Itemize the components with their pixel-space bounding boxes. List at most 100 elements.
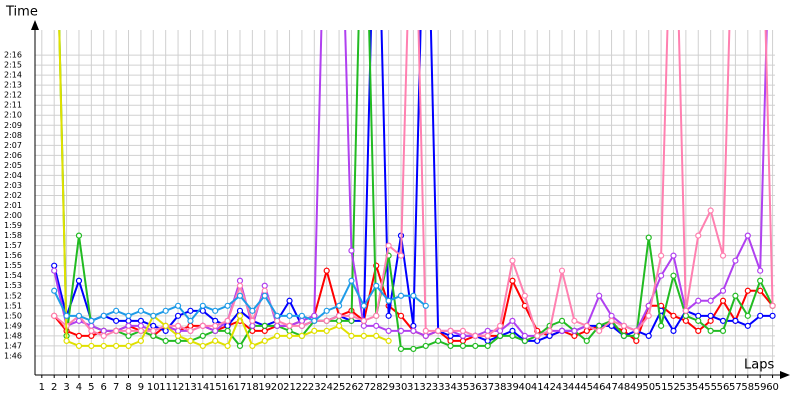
x-tick-label: 35 — [457, 382, 470, 393]
point-marker — [744, 322, 751, 329]
point-marker — [373, 282, 380, 289]
point-marker — [88, 332, 95, 339]
x-tick-label: 28 — [370, 382, 383, 393]
point-marker — [373, 322, 380, 329]
point-marker — [224, 317, 231, 324]
point-marker — [571, 327, 578, 334]
point-marker — [224, 322, 231, 329]
point-marker — [249, 307, 256, 314]
point-marker — [447, 332, 454, 339]
point-marker — [373, 312, 380, 319]
point-marker — [447, 342, 454, 350]
x-tick-label: 1 — [39, 382, 45, 393]
x-tick-label: 37 — [481, 382, 494, 393]
point-marker — [385, 312, 392, 319]
point-marker — [509, 257, 516, 264]
point-marker — [707, 327, 714, 334]
point-marker — [707, 317, 714, 324]
x-tick-label: 33 — [432, 382, 445, 393]
point-marker — [311, 317, 318, 324]
x-tick-label: 19 — [258, 382, 271, 393]
point-marker — [187, 337, 194, 345]
point-marker — [484, 342, 491, 350]
point-marker — [298, 317, 306, 324]
y-tick-label: 2:02 — [4, 191, 22, 200]
x-tick-label: 40 — [518, 382, 531, 393]
series-line — [53, 30, 774, 338]
y-tick-label: 2:12 — [4, 91, 22, 100]
x-tick-label: 58 — [741, 382, 754, 393]
point-marker — [657, 272, 665, 279]
point-marker — [657, 252, 665, 259]
point-marker — [75, 232, 83, 239]
point-marker — [484, 337, 491, 345]
point-marker — [509, 277, 516, 284]
point-marker — [360, 302, 367, 309]
point-marker — [546, 332, 553, 339]
point-marker — [348, 312, 355, 319]
x-tick-label: 30 — [395, 382, 408, 393]
x-tick-label: 41 — [531, 382, 544, 393]
y-tick-label: 2:00 — [4, 211, 22, 220]
point-marker — [150, 322, 157, 329]
y-tick-label: 2:05 — [4, 161, 22, 170]
point-marker — [224, 302, 231, 309]
y-tick-label: 2:09 — [4, 121, 22, 130]
y-tick-label: 2:15 — [4, 61, 22, 70]
point-marker — [682, 312, 689, 319]
point-marker — [212, 327, 219, 334]
point-marker — [187, 327, 194, 334]
point-marker — [174, 332, 182, 339]
point-marker — [360, 322, 367, 329]
point-marker — [583, 337, 590, 345]
point-marker — [335, 302, 343, 309]
point-marker — [645, 332, 652, 339]
point-marker — [249, 317, 256, 324]
y-tick-label: 1:51 — [4, 301, 22, 310]
point-marker — [348, 332, 355, 339]
x-tick-label: 54 — [692, 382, 705, 393]
x-tick-label: 2 — [51, 382, 57, 393]
point-marker — [335, 322, 343, 329]
point-marker — [447, 327, 454, 334]
x-tick-label: 39 — [506, 382, 519, 393]
point-marker — [645, 312, 652, 319]
point-marker — [286, 332, 293, 339]
point-marker — [137, 317, 144, 324]
point-marker — [410, 327, 417, 334]
x-tick-label: 15 — [209, 382, 222, 393]
point-marker — [707, 297, 714, 304]
x-tick-label: 31 — [407, 382, 420, 393]
y-tick-label: 2:10 — [4, 111, 22, 120]
point-marker — [274, 317, 281, 324]
x-tick-label: 10 — [147, 382, 160, 393]
x-tick-label: 42 — [543, 382, 556, 393]
point-marker — [199, 302, 206, 309]
x-tick-label: 36 — [469, 382, 482, 393]
x-tick-label: 29 — [382, 382, 395, 393]
y-tick-label: 1:49 — [4, 321, 22, 330]
point-marker — [410, 345, 417, 353]
point-marker — [596, 292, 603, 299]
x-tick-label: 44 — [568, 382, 581, 393]
point-marker — [75, 312, 83, 319]
point-marker — [596, 322, 603, 329]
x-tick-label: 5 — [88, 382, 94, 393]
point-marker — [484, 327, 491, 334]
point-marker — [100, 332, 107, 339]
x-axis-label: Laps — [744, 358, 774, 373]
point-marker — [212, 317, 219, 324]
point-marker — [162, 327, 169, 334]
x-tick-label: 50 — [642, 382, 655, 393]
point-marker — [670, 252, 677, 259]
point-marker — [88, 342, 95, 350]
y-tick-label: 1:50 — [4, 311, 22, 320]
point-marker — [509, 332, 516, 339]
y-tick-label: 2:14 — [4, 71, 22, 80]
point-marker — [521, 332, 528, 339]
point-marker — [521, 337, 528, 345]
point-marker — [422, 302, 429, 309]
point-marker — [199, 342, 206, 350]
point-marker — [583, 322, 590, 329]
